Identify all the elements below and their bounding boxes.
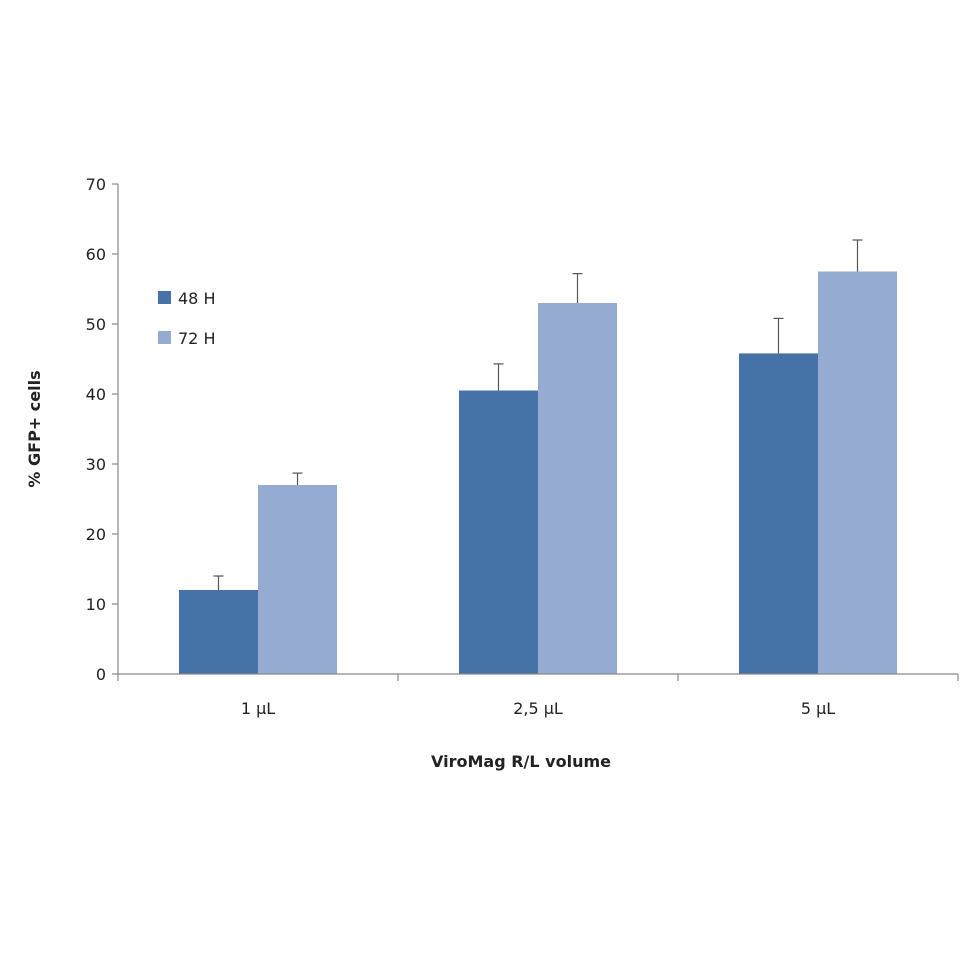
bar [538, 303, 617, 674]
legend: 48 H 72 H [158, 289, 215, 348]
axes-layer [117, 184, 958, 675]
legend-swatch [158, 331, 171, 344]
x-ticks-layer: 1 µL 2,5 µL 5 µL [117, 674, 959, 718]
legend-label: 72 H [178, 329, 215, 348]
x-axis-title: ViroMag R/L volume [431, 752, 611, 771]
legend-swatch [158, 291, 171, 304]
y-tick-label: 20 [86, 525, 106, 544]
y-tick-label: 50 [86, 315, 106, 334]
x-tick-label: 5 µL [801, 699, 835, 718]
y-tick-label: 70 [86, 175, 106, 194]
bar [179, 590, 258, 674]
y-tick-label: 10 [86, 595, 106, 614]
error-bars-layer [213, 239, 863, 590]
bars-layer [179, 271, 897, 674]
bar [818, 271, 897, 674]
y-axis-title: % GFP+ cells [25, 370, 44, 487]
y-tick-label: 60 [86, 245, 106, 264]
x-tick-label: 2,5 µL [513, 699, 563, 718]
x-tick-label: 1 µL [241, 699, 275, 718]
y-tick-label: 0 [96, 665, 106, 684]
bar [739, 353, 818, 674]
bar [258, 485, 337, 674]
y-tick-label: 40 [86, 385, 106, 404]
y-ticks-layer: 0 10 20 30 40 50 60 70 [86, 175, 118, 684]
bar [459, 390, 538, 674]
legend-label: 48 H [178, 289, 215, 308]
y-tick-label: 30 [86, 455, 106, 474]
